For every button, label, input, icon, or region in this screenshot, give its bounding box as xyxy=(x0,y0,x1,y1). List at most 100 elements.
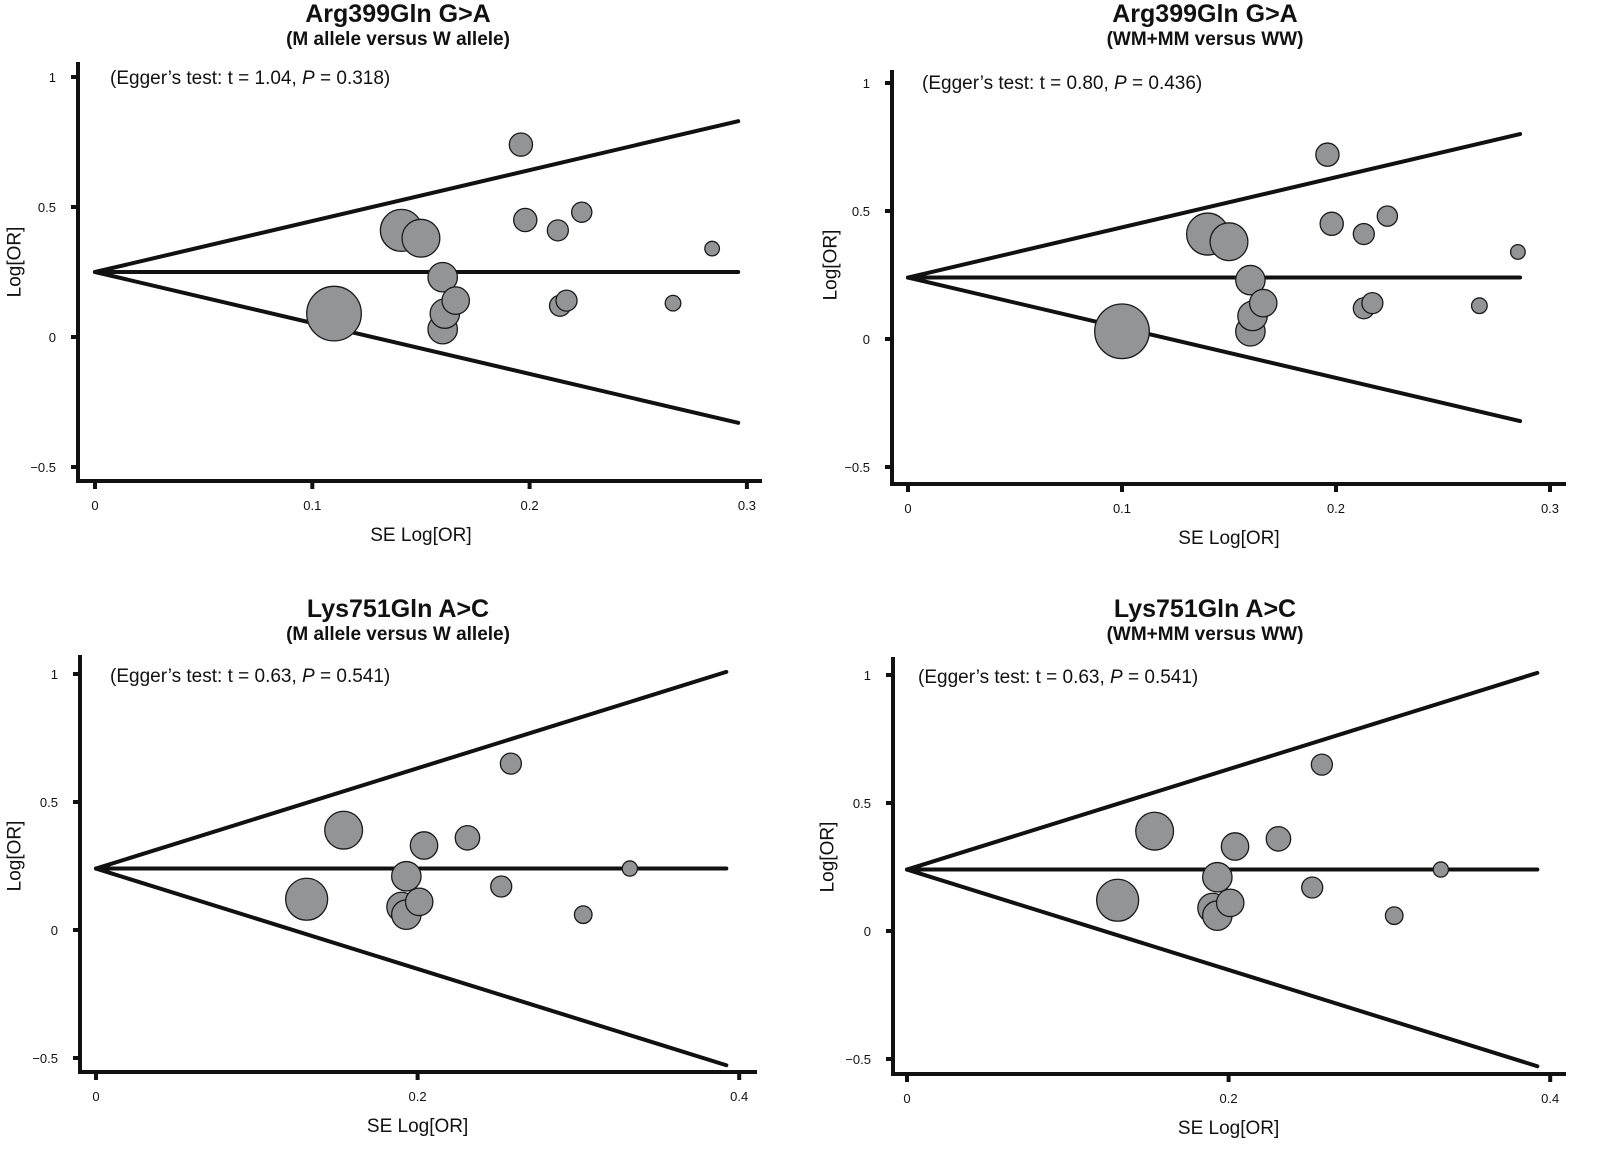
egger-p-label: P xyxy=(1110,667,1123,688)
funnel-plot-panel-1: Arg399Gln G>A(M allele versus W allele) (… xyxy=(5,0,762,546)
y-tick-label: −0.5 xyxy=(30,460,56,475)
study-point xyxy=(1235,264,1266,296)
study-point xyxy=(490,875,513,898)
y-tick-label: 1 xyxy=(49,70,56,85)
lower-pseudo-ci-line xyxy=(93,270,741,425)
axes-frame xyxy=(890,70,1566,486)
chart-title: Lys751Gln A>C xyxy=(307,595,489,623)
chart-subtitle: (WM+MM versus WW) xyxy=(1107,624,1304,645)
study-point xyxy=(1432,861,1450,878)
study-point xyxy=(1135,811,1175,851)
egger-p-label: P xyxy=(302,666,315,687)
study-point xyxy=(390,860,422,892)
study-point xyxy=(1376,205,1399,227)
study-point xyxy=(513,207,538,233)
chart-title: Lys751Gln A>C xyxy=(1114,595,1296,623)
x-tick-label: 0.2 xyxy=(1220,1091,1238,1106)
egger-test-prefix: (Egger’s test: t = 0.63, xyxy=(918,667,1110,688)
study-point xyxy=(306,285,362,342)
y-tick-label: 0.5 xyxy=(40,795,58,810)
study-point xyxy=(284,877,329,921)
study-point xyxy=(621,860,639,877)
study-point xyxy=(1301,876,1324,899)
study-point xyxy=(441,286,471,315)
funnel-plot-panel-3: Lys751Gln A>C(M allele versus W allele) (… xyxy=(5,595,757,1137)
x-tick-label: 0.1 xyxy=(303,498,321,513)
y-tick-label: 0 xyxy=(51,923,58,938)
x-axis-label: SE Log[OR] xyxy=(1178,1118,1279,1139)
study-point xyxy=(1361,292,1384,315)
study-point xyxy=(1209,222,1249,262)
x-axis-label: SE Log[OR] xyxy=(1178,528,1279,549)
y-axis-label: Log[OR] xyxy=(5,227,26,298)
study-point xyxy=(508,132,534,157)
egger-test-suffix: = 0.436) xyxy=(1127,73,1203,94)
study-point xyxy=(1319,211,1344,237)
study-point xyxy=(1095,878,1140,922)
study-point xyxy=(571,201,593,223)
egger-test-suffix: = 0.541) xyxy=(1123,667,1199,688)
x-tick-label: 0 xyxy=(91,498,98,513)
study-point xyxy=(555,289,578,312)
y-tick-label: 1 xyxy=(864,668,871,683)
study-point xyxy=(1248,288,1278,318)
study-point xyxy=(324,810,364,850)
egger-test-annotation: (Egger’s test: t = 0.80, P = 0.436) xyxy=(922,73,1202,94)
upper-pseudo-ci-line xyxy=(93,119,741,274)
chart-subtitle: (M allele versus W allele) xyxy=(286,624,510,645)
upper-pseudo-ci-line xyxy=(905,670,1540,872)
x-axis-label: SE Log[OR] xyxy=(367,1116,468,1137)
y-tick-label: −0.5 xyxy=(32,1051,58,1066)
x-tick-label: 0 xyxy=(904,501,911,516)
upper-pseudo-ci-line xyxy=(94,669,729,871)
egger-test-prefix: (Egger’s test: t = 1.04, xyxy=(110,68,302,89)
x-tick-label: 0.2 xyxy=(1327,501,1345,516)
funnel-plot-panel-2: Arg399Gln G>A(WM+MM versus WW) (Egger’s t… xyxy=(821,0,1566,549)
study-point xyxy=(1201,861,1233,893)
study-point xyxy=(1315,142,1340,167)
study-point xyxy=(546,219,569,242)
study-point xyxy=(454,824,481,851)
study-point xyxy=(704,240,721,257)
x-tick-label: 0 xyxy=(903,1091,910,1106)
chart-subtitle: (M allele versus W allele) xyxy=(286,29,510,50)
study-point xyxy=(1509,244,1526,260)
study-point xyxy=(409,831,439,860)
y-tick-label: 0 xyxy=(863,332,870,347)
y-tick-label: 0 xyxy=(864,924,871,939)
egger-test-suffix: = 0.541) xyxy=(315,666,391,687)
y-tick-label: −0.5 xyxy=(845,1052,871,1067)
x-tick-label: 0 xyxy=(92,1089,99,1104)
x-tick-label: 0.2 xyxy=(409,1089,427,1104)
egger-test-annotation: (Egger’s test: t = 1.04, P = 0.318) xyxy=(110,68,390,89)
axes-frame xyxy=(891,657,1566,1076)
y-tick-label: 1 xyxy=(51,667,58,682)
y-tick-label: 1 xyxy=(863,76,870,91)
study-point xyxy=(1310,753,1334,776)
x-tick-label: 0.3 xyxy=(1541,501,1559,516)
x-tick-label: 0.4 xyxy=(730,1089,748,1104)
egger-test-prefix: (Egger’s test: t = 0.63, xyxy=(110,666,302,687)
study-point xyxy=(401,218,441,258)
study-point xyxy=(1352,222,1375,246)
study-point xyxy=(1094,303,1150,360)
chart-title: Arg399Gln G>A xyxy=(1112,0,1297,28)
study-point xyxy=(1215,888,1245,918)
y-axis-label: Log[OR] xyxy=(5,821,26,892)
study-point xyxy=(1265,825,1292,852)
egger-test-annotation: (Egger’s test: t = 0.63, P = 0.541) xyxy=(918,667,1198,688)
study-point xyxy=(499,752,523,775)
lower-pseudo-ci-line xyxy=(906,275,1523,424)
study-point xyxy=(573,905,593,925)
axes-frame xyxy=(76,62,762,483)
x-tick-label: 0.4 xyxy=(1541,1091,1559,1106)
y-tick-label: 0.5 xyxy=(853,796,871,811)
lower-pseudo-ci-line xyxy=(905,867,1540,1069)
study-point xyxy=(664,294,682,312)
x-tick-label: 0.3 xyxy=(738,498,756,513)
chart-title: Arg399Gln G>A xyxy=(305,0,490,28)
x-tick-label: 0.2 xyxy=(521,498,539,513)
y-tick-label: −0.5 xyxy=(844,460,870,475)
y-axis-label: Log[OR] xyxy=(821,230,842,301)
